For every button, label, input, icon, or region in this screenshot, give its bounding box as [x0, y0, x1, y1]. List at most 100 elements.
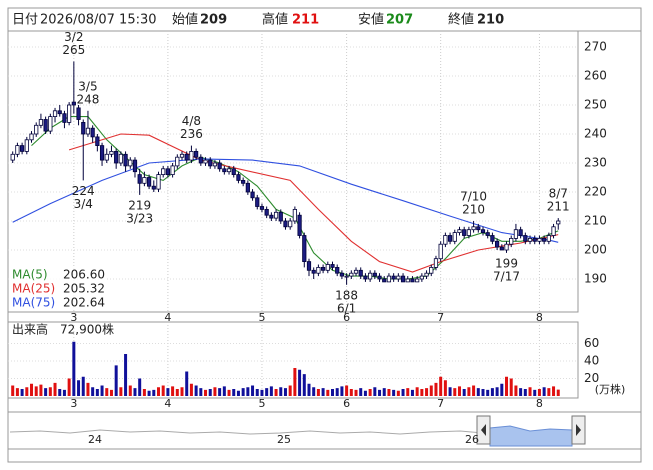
volume-bar: [124, 354, 128, 396]
volume-bar: [67, 378, 71, 396]
volume-bar: [222, 386, 226, 396]
candle-body: [156, 174, 161, 190]
candle-body: [226, 168, 232, 173]
volume-title: 出来高 72,900株: [12, 322, 114, 337]
x-tick-label: 6: [343, 311, 350, 324]
candle-body: [184, 153, 189, 161]
candle-body: [123, 153, 128, 167]
annotation-value: 199: [495, 256, 518, 270]
candle-body: [67, 104, 72, 123]
navigator-label: 26: [465, 433, 479, 446]
volume-bar: [500, 383, 504, 396]
annotation-date: 8/7: [549, 187, 568, 201]
annotation-date: 7/10: [460, 190, 487, 204]
x-tick-label: 8: [536, 311, 543, 324]
x-tick-label: 5: [258, 311, 265, 324]
candle-body: [457, 229, 462, 233]
volume-bar: [265, 388, 269, 396]
candle-body: [208, 159, 213, 167]
volume-bar: [509, 378, 513, 396]
open-value: 209: [200, 13, 227, 28]
candle-body: [236, 174, 241, 181]
annotation-value: 211: [547, 200, 570, 214]
candle-body: [194, 150, 199, 158]
candle-body: [259, 206, 265, 210]
volume-unit: (万株): [595, 382, 626, 396]
x-tick-label: 7: [437, 311, 444, 324]
volume-bar: [340, 386, 344, 396]
handle-arrow: [576, 424, 581, 436]
volume-bar: [425, 388, 429, 396]
candle-body: [349, 272, 354, 277]
volume-bar: [156, 387, 160, 396]
volume-bar: [194, 385, 198, 396]
annotation-value: 248: [76, 92, 99, 106]
volume-bar: [307, 383, 311, 396]
candle-body: [217, 162, 222, 170]
volume-bar: [420, 389, 424, 396]
volume-bar: [490, 388, 494, 396]
volume-bar: [199, 388, 203, 396]
candle-body: [523, 235, 528, 242]
candle-body: [302, 235, 307, 263]
candle-body: [85, 127, 91, 135]
candle-body: [10, 153, 15, 161]
candle-body: [518, 229, 523, 236]
moving-average-line: [12, 158, 559, 243]
candle-body: [447, 235, 453, 242]
candle-body: [114, 150, 119, 164]
candle-body: [415, 278, 420, 283]
volume-bar: [298, 369, 302, 396]
candle-body: [273, 211, 279, 219]
volume-bar: [81, 376, 85, 396]
candle-body: [76, 107, 81, 120]
candle-body: [452, 232, 457, 242]
volume-bar: [53, 382, 57, 396]
legend-value: 206.60: [63, 268, 105, 282]
volume-bar: [119, 387, 123, 396]
candle-body: [297, 214, 302, 236]
candle-body: [382, 278, 387, 283]
volume-bar: [30, 383, 34, 396]
volume-bar: [58, 389, 62, 396]
volume-bar: [260, 389, 264, 396]
volume-bar: [387, 389, 391, 396]
candle-body: [222, 168, 227, 173]
volume-bar: [241, 388, 245, 396]
candle-body: [527, 237, 533, 242]
volume-bar: [396, 390, 400, 396]
candle-body: [20, 145, 25, 152]
volume-bar: [44, 388, 48, 396]
volume-bar: [166, 388, 170, 396]
volume-bar: [48, 387, 52, 396]
candle-body: [48, 116, 53, 132]
volume-bar: [274, 389, 278, 396]
volume-bar: [218, 388, 222, 396]
candle-body: [198, 156, 203, 164]
candle-body: [504, 243, 509, 251]
volume-bar: [514, 385, 518, 396]
annotation-date: 3/23: [126, 211, 153, 225]
volume-bar: [537, 389, 541, 396]
candle-body: [255, 197, 260, 207]
candle-body: [278, 211, 283, 222]
candle-body: [264, 208, 269, 216]
annotation-value: 210: [462, 203, 485, 217]
annotation-date: 3/4: [74, 197, 93, 211]
volume-bar: [288, 385, 292, 396]
candle-body: [424, 272, 429, 277]
candle-body: [170, 165, 175, 175]
close-label: 終値: [448, 12, 474, 28]
volume-bar: [410, 389, 414, 396]
volume-bar: [175, 389, 179, 396]
candle-body: [320, 266, 326, 271]
candle-body: [339, 272, 345, 277]
candle-body: [95, 136, 100, 146]
volume-bar: [457, 386, 461, 396]
candle-body: [311, 269, 316, 274]
x-tick-label: 3: [70, 397, 77, 410]
volume-bar: [316, 389, 320, 396]
candle-body: [419, 275, 424, 280]
